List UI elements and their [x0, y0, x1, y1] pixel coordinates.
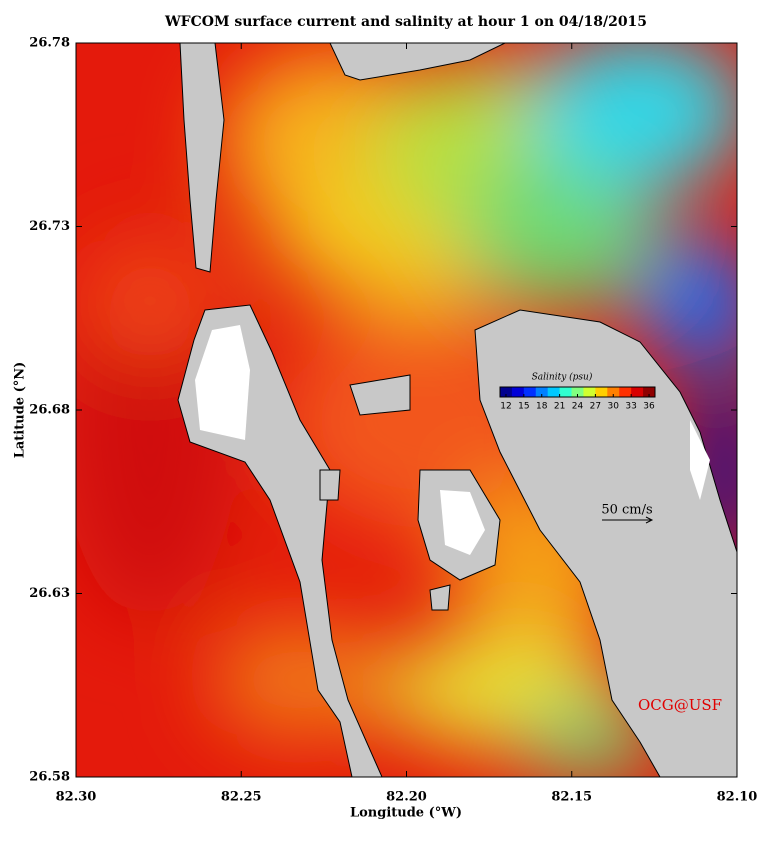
x-tick-label: 82.10 [717, 790, 758, 805]
land-interior [195, 325, 710, 555]
y-axis-label: Latitude (°N) [13, 362, 28, 459]
colorbar-tick-label: 33 [625, 402, 636, 412]
colorbar-cell [523, 387, 537, 397]
salinity-field [76, 43, 737, 777]
chart-title: WFCOM surface current and salinity at ho… [164, 14, 647, 30]
colorbar-cell [607, 387, 620, 397]
colorbar-cell [619, 387, 632, 397]
colorbar-cell [595, 387, 608, 397]
colorbar-cell [583, 387, 596, 397]
y-tick-label: 26.58 [29, 770, 70, 785]
y-tick-label: 26.68 [29, 403, 70, 418]
colorbar-tick-label: 15 [518, 402, 529, 412]
scale-arrowhead [645, 516, 654, 524]
colorbar-tick-label: 18 [536, 402, 548, 412]
colorbar-tick-label: 12 [500, 402, 511, 412]
colorbar-tick-label: 24 [572, 402, 584, 412]
x-tick-label: 82.30 [56, 790, 97, 805]
colorbar: 12 15 18 21 24 27 30 33 36 [499, 386, 656, 412]
colorbar-cell [511, 387, 525, 397]
colorbar-tick-label: 21 [554, 402, 565, 412]
x-tick-label: 82.20 [386, 790, 427, 805]
colorbar-cell [547, 387, 561, 397]
y-tick-label: 26.73 [29, 219, 70, 234]
y-tick-label: 26.63 [29, 586, 70, 601]
annotation: OCG@USF [638, 696, 722, 714]
colorbar-tick-label: 36 [643, 402, 655, 412]
colorbar-cell [500, 387, 513, 397]
y-tick-label: 26.78 [29, 36, 70, 51]
colorbar-label: Salinity (psu) [532, 372, 593, 383]
x-axis-label: Longitude (°W) [350, 806, 462, 821]
colorbar-cell [559, 387, 573, 397]
x-tick-label: 82.15 [551, 790, 592, 805]
colorbar-cell [535, 387, 549, 397]
colorbar-tick-label: 30 [608, 402, 620, 412]
x-tick-label: 82.25 [221, 790, 262, 805]
colorbar-cell [643, 387, 656, 397]
colorbar-tick-label: 27 [590, 402, 601, 412]
colorbar-cell [571, 387, 584, 397]
scale-label: 50 cm/s [601, 503, 652, 518]
colorbar-cell [631, 387, 644, 397]
